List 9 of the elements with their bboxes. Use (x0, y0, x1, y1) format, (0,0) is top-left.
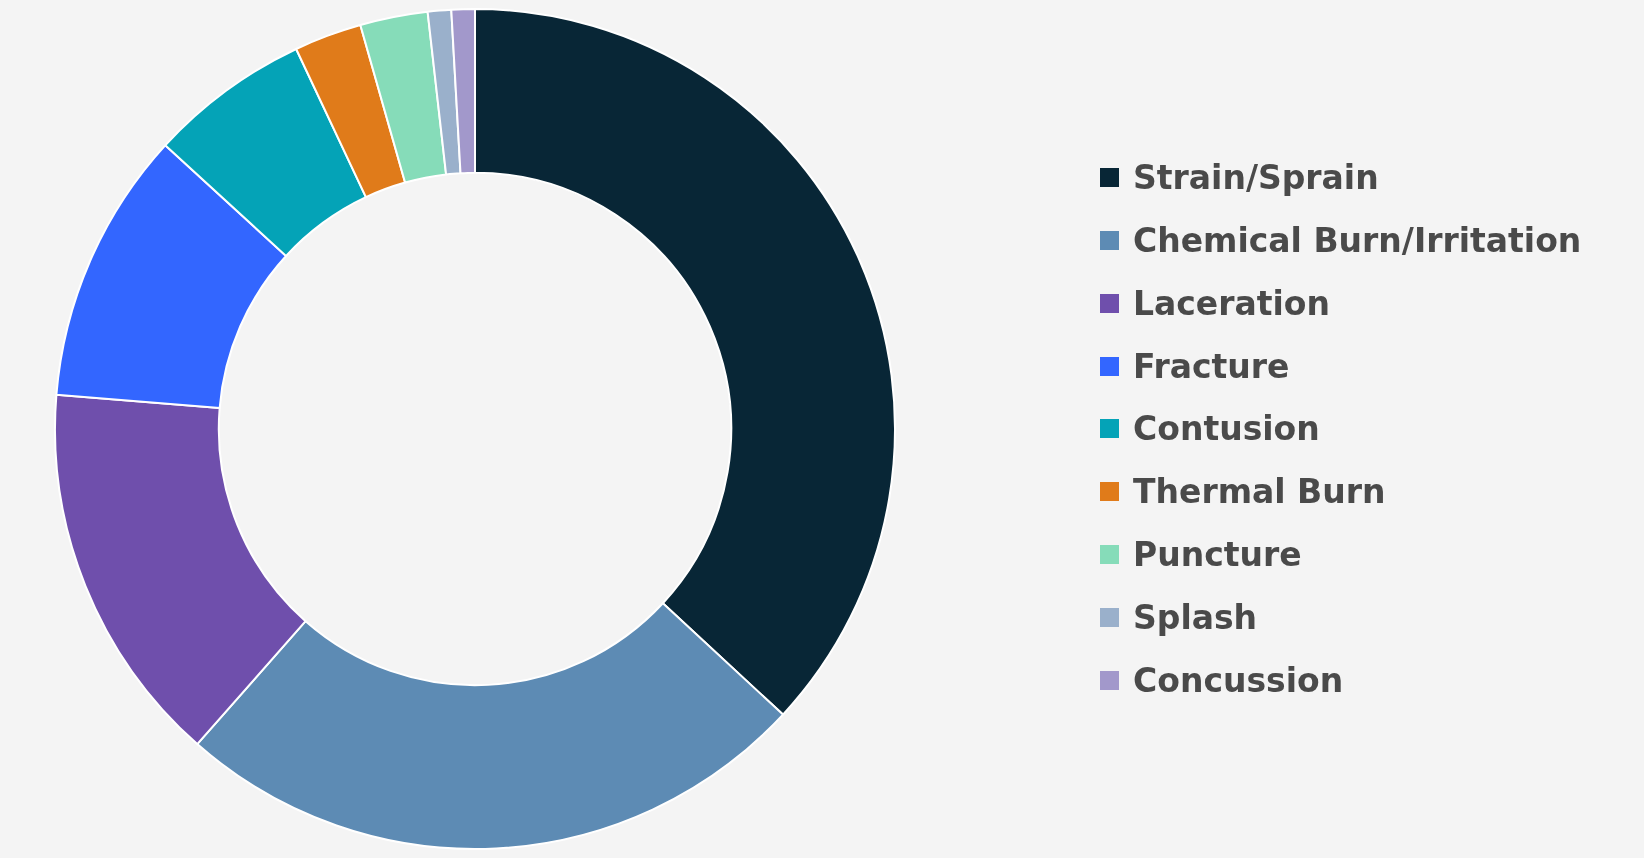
legend-label: Laceration (1133, 283, 1331, 323)
legend-label: Concussion (1133, 660, 1344, 700)
legend-label: Strain/Sprain (1133, 158, 1379, 198)
legend-label: Contusion (1133, 409, 1320, 449)
legend-label: Chemical Burn/Irritation (1133, 221, 1582, 261)
legend-label: Splash (1133, 597, 1258, 637)
legend-label: Puncture (1133, 535, 1302, 575)
legend-label: Thermal Burn (1133, 472, 1386, 512)
legend-label: Fracture (1133, 346, 1290, 386)
